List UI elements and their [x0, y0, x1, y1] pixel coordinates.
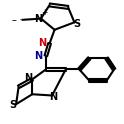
Text: methyl: methyl	[20, 19, 25, 20]
Text: N: N	[49, 92, 57, 102]
Text: N: N	[24, 73, 33, 83]
Text: S: S	[73, 19, 80, 29]
Text: –: –	[11, 15, 16, 25]
Text: N: N	[34, 51, 43, 61]
Text: N: N	[34, 14, 43, 24]
Text: S: S	[9, 100, 16, 110]
Text: N: N	[38, 38, 46, 48]
Text: +: +	[41, 8, 48, 17]
